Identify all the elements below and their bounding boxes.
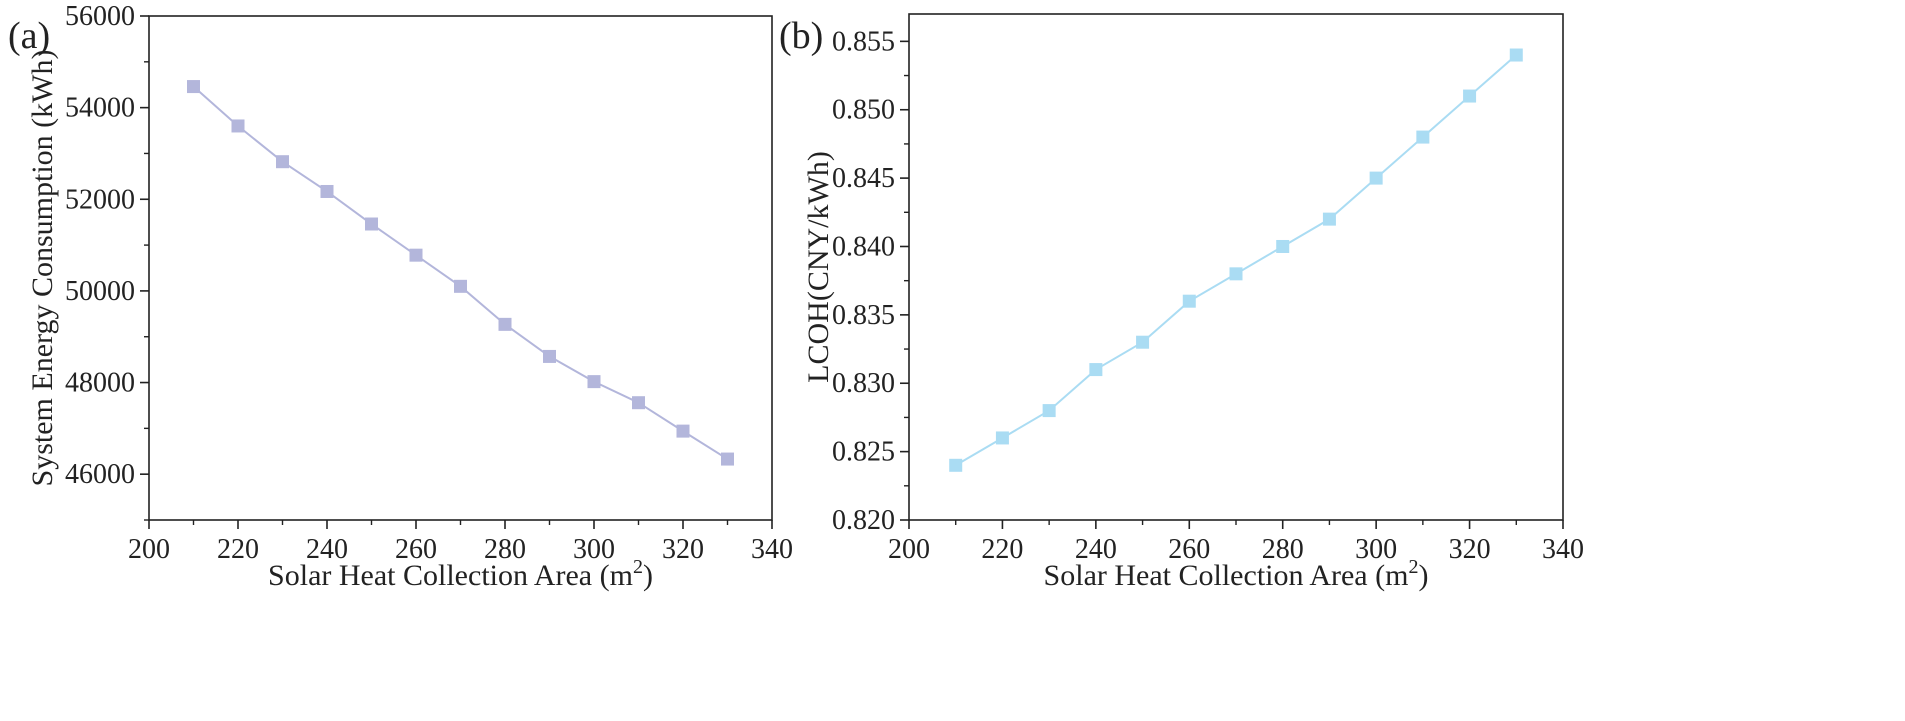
x-tick-label: 240: [306, 534, 348, 565]
y-tick-label: 0.845: [832, 163, 895, 194]
y-tick-label: 0.825: [832, 437, 895, 468]
data-point-marker: [1369, 171, 1383, 185]
y-tick-label: 0.855: [832, 26, 895, 57]
plot-frame: [148, 15, 773, 521]
data-point-marker: [1089, 363, 1103, 377]
x-tick-label: 220: [217, 534, 259, 565]
x-tick-label: 300: [1355, 534, 1397, 565]
x-tick-label: 240: [1075, 534, 1117, 565]
x-axis-title-main: Solar Heat Collection Area (m: [268, 559, 633, 592]
x-axis-title: Solar Heat Collection Area (m2): [1044, 556, 1429, 592]
data-point-marker: [1229, 267, 1243, 281]
y-tick-label: 52000: [65, 184, 135, 215]
x-tick-label: 340: [751, 534, 793, 565]
x-tick-label: 220: [981, 534, 1023, 565]
data-point-marker: [1509, 48, 1523, 62]
data-point-marker: [365, 217, 378, 231]
panel-label: (a): [8, 15, 50, 57]
y-tick-label: 56000: [65, 1, 135, 32]
x-axis-title-superscript: 2: [1408, 556, 1418, 578]
x-axis-title-suffix: ): [1418, 559, 1428, 592]
y-tick-label: 0.835: [832, 300, 895, 331]
data-point-marker: [543, 349, 556, 363]
data-point-marker: [949, 458, 963, 472]
y-tick-label: 0.840: [832, 231, 895, 262]
x-axis-title: Solar Heat Collection Area (m2): [268, 556, 653, 592]
x-axis-title-superscript: 2: [633, 556, 643, 578]
data-point-marker: [632, 396, 645, 410]
series-line: [192, 85, 729, 460]
x-tick-label: 340: [1542, 534, 1584, 565]
data-point-marker: [995, 431, 1009, 445]
x-axis-title-main: Solar Heat Collection Area (m: [1044, 559, 1409, 592]
x-tick-label: 300: [573, 534, 615, 565]
data-point-marker: [276, 155, 289, 169]
y-tick-label: 0.850: [832, 95, 895, 126]
data-point-marker: [187, 80, 200, 94]
x-tick-label: 280: [1262, 534, 1304, 565]
x-axis-title-suffix: ): [643, 559, 653, 592]
data-point-marker: [231, 119, 245, 133]
data-point-marker: [1276, 239, 1290, 253]
panel-b: 200 220 240 260 280 300 320 340 0.820 0.825 0.830 0…: [779, 13, 1584, 592]
x-tick-label: 260: [1168, 534, 1210, 565]
data-point-marker: [1322, 212, 1336, 226]
data-point-marker: [587, 375, 601, 389]
data-point-marker: [409, 248, 423, 262]
data-point-marker: [1136, 335, 1150, 349]
series-line: [955, 54, 1517, 467]
data-point-marker: [721, 452, 734, 466]
y-tick-label: 0.830: [832, 368, 895, 399]
data-point-marker: [320, 184, 334, 198]
y-tick-label: 54000: [65, 93, 135, 124]
x-tick-label: 320: [662, 534, 704, 565]
y-tick-label: 0.820: [832, 505, 895, 536]
y-tick-label: 50000: [65, 276, 135, 307]
data-point-marker: [1463, 89, 1477, 103]
data-point-marker: [676, 424, 690, 438]
y-axis-title: System Energy Consumption (kWh): [26, 50, 59, 487]
y-tick-label: 46000: [65, 459, 135, 490]
x-tick-label: 260: [395, 534, 437, 565]
y-axis-title: LCOH(CNY/kWh): [802, 151, 835, 383]
data-point-marker: [1042, 404, 1056, 418]
data-point-marker: [1416, 130, 1430, 144]
x-tick-label: 200: [128, 534, 170, 565]
data-point-marker: [498, 317, 512, 331]
x-tick-label: 280: [484, 534, 526, 565]
y-tick-label: 48000: [65, 368, 135, 399]
data-point-marker: [1182, 294, 1196, 308]
panel-label: (b): [779, 15, 823, 57]
data-point-marker: [454, 279, 467, 293]
x-tick-label: 200: [888, 534, 930, 565]
panel-a: 200 220 240 260 280 300 320 340 46000 48000 50000 5…: [8, 1, 793, 592]
x-tick-label: 320: [1449, 534, 1491, 565]
